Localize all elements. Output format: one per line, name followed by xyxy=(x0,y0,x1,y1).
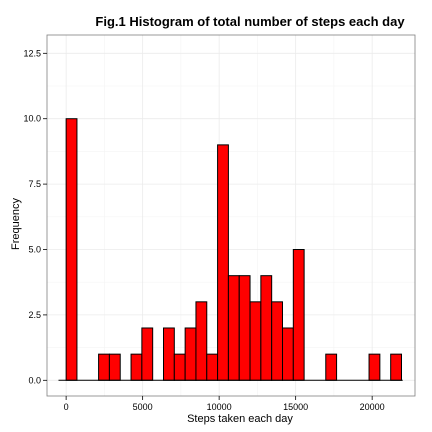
y-tick-label: 2.5 xyxy=(28,310,41,320)
histogram-bar xyxy=(108,353,121,381)
histogram-bar xyxy=(195,301,208,381)
y-axis-label: Frequency xyxy=(10,198,22,250)
histogram-bar xyxy=(184,327,197,381)
x-tick-label: 0 xyxy=(64,402,69,412)
histogram-bar xyxy=(98,353,110,381)
histogram-bar xyxy=(65,118,78,381)
x-tick-label: 15000 xyxy=(283,402,308,412)
histogram-bars xyxy=(65,118,402,381)
histogram-bar xyxy=(238,275,251,381)
x-tick-label: 20000 xyxy=(360,402,385,412)
histogram-bar xyxy=(227,275,240,381)
histogram-bar xyxy=(130,353,143,381)
histogram-bar xyxy=(173,353,186,381)
x-tick-label: 10000 xyxy=(207,402,232,412)
x-axis-label: Steps taken each day xyxy=(187,413,293,425)
histogram-bar xyxy=(325,353,338,381)
histogram-bar xyxy=(217,144,229,381)
histogram-bar xyxy=(206,353,219,381)
histogram-bar xyxy=(292,249,305,381)
histogram-bar xyxy=(260,275,273,381)
histogram-bar xyxy=(368,353,381,381)
histogram-bar xyxy=(271,301,283,381)
x-tick-label: 5000 xyxy=(133,402,153,412)
x-axis-ticks: 0 5000 10000 15000 20000 xyxy=(64,396,385,412)
y-tick-label: 7.5 xyxy=(28,179,41,189)
y-tick-label: 10.0 xyxy=(23,114,41,124)
histogram-bar xyxy=(390,353,402,381)
histogram-bar xyxy=(249,301,262,381)
y-tick-label: 12.5 xyxy=(23,48,41,58)
y-tick-label: 5.0 xyxy=(28,245,41,255)
y-axis-ticks: 0.0 2.5 5.0 7.5 10.0 12.5 xyxy=(23,48,47,385)
y-tick-label: 0.0 xyxy=(28,375,41,385)
chart-title: Fig.1 Histogram of total number of steps… xyxy=(95,14,405,29)
histogram-bar xyxy=(281,327,294,381)
histogram-bar xyxy=(141,327,154,381)
histogram-bar xyxy=(162,327,175,381)
panel-border xyxy=(46,34,416,397)
